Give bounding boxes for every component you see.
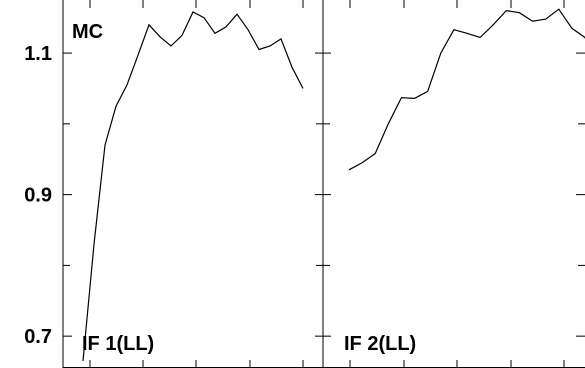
- ytick-label-2: 1.1: [24, 43, 52, 65]
- corner-label: MC: [72, 21, 103, 43]
- series-line-1: [82, 11, 304, 361]
- series-line-2: [348, 8, 585, 171]
- series: [82, 8, 585, 361]
- labels: MC IF 1(LL) IF 2(LL): [72, 21, 416, 355]
- ytick-label-0: 0.7: [24, 326, 52, 348]
- panel-title-1: IF 1(LL): [82, 333, 154, 355]
- panel-title-2: IF 2(LL): [344, 333, 416, 355]
- axes: 0.7 0.9 1.1: [24, 0, 585, 368]
- ytick-label-1: 0.9: [24, 185, 52, 207]
